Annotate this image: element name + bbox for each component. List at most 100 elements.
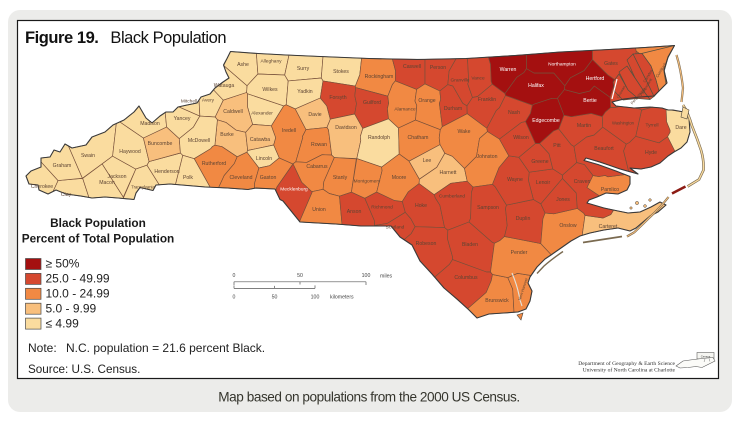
svg-text:Vance: Vance xyxy=(471,76,485,82)
svg-text:Madison: Madison xyxy=(140,121,160,127)
svg-text:Union: Union xyxy=(312,207,326,213)
svg-text:Northampton: Northampton xyxy=(548,62,576,68)
svg-text:Cumberland: Cumberland xyxy=(439,194,465,200)
svg-text:Cherokee: Cherokee xyxy=(31,184,53,190)
svg-text:Department of Geography & Eart: Department of Geography & Earth Science xyxy=(578,360,675,367)
svg-text:Moore: Moore xyxy=(392,175,407,181)
svg-text:Lenoir: Lenoir xyxy=(536,180,551,186)
svg-text:Camden: Camden xyxy=(643,69,654,83)
svg-text:Ashe: Ashe xyxy=(237,62,249,68)
svg-text:25.0 - 49.99: 25.0 - 49.99 xyxy=(46,272,110,286)
svg-text:Granville: Granville xyxy=(451,78,470,84)
svg-text:Hoke: Hoke xyxy=(415,203,427,209)
svg-text:New Hanover: New Hanover xyxy=(518,277,529,301)
svg-text:Gates: Gates xyxy=(604,61,618,67)
svg-text:Pender: Pender xyxy=(511,250,528,256)
svg-text:Jackson: Jackson xyxy=(108,174,127,180)
svg-text:Catawba: Catawba xyxy=(250,137,270,143)
svg-text:Rutherford: Rutherford xyxy=(202,161,226,167)
svg-text:Cabarrus: Cabarrus xyxy=(306,164,328,170)
svg-text:Henderson: Henderson xyxy=(154,169,179,175)
svg-text:Caldwell: Caldwell xyxy=(223,109,243,115)
svg-text:Rockingham: Rockingham xyxy=(365,74,394,80)
svg-text:Sampson: Sampson xyxy=(477,205,499,211)
svg-text:Beaufort: Beaufort xyxy=(594,146,614,152)
svg-text:0: 0 xyxy=(233,295,236,301)
svg-text:kilometers: kilometers xyxy=(330,295,354,301)
svg-text:5.0 - 9.99: 5.0 - 9.99 xyxy=(46,301,97,315)
svg-text:Alexander: Alexander xyxy=(251,111,273,117)
svg-text:Robeson: Robeson xyxy=(416,241,437,247)
svg-text:Wake: Wake xyxy=(458,129,471,135)
svg-text:Alleghany: Alleghany xyxy=(260,59,282,65)
svg-text:Surry: Surry xyxy=(297,66,310,72)
svg-text:Richmond: Richmond xyxy=(371,205,393,211)
svg-text:Guilford: Guilford xyxy=(363,100,381,106)
svg-text:Halifax: Halifax xyxy=(528,83,544,89)
svg-text:Wayne: Wayne xyxy=(507,177,523,183)
svg-text:Note: N.C. population = 21.6: Note: N.C. population = 21.6 percent Bla… xyxy=(28,341,265,355)
svg-text:Washington: Washington xyxy=(612,121,635,126)
svg-text:Durham: Durham xyxy=(444,106,462,112)
svg-text:Harnett: Harnett xyxy=(440,170,457,176)
svg-text:Wilson: Wilson xyxy=(513,135,529,141)
svg-text:Dare: Dare xyxy=(675,125,686,131)
svg-text:100: 100 xyxy=(362,273,371,279)
svg-text:Davie: Davie xyxy=(308,112,321,118)
svg-text:Buncombe: Buncombe xyxy=(148,141,173,147)
svg-text:Census: Census xyxy=(701,355,711,359)
svg-text:McDowell: McDowell xyxy=(188,138,210,144)
svg-text:Swain: Swain xyxy=(81,153,95,159)
svg-text:Greene: Greene xyxy=(531,159,548,165)
svg-text:Watauga: Watauga xyxy=(214,83,235,89)
svg-text:Black Population: Black Population xyxy=(50,216,146,230)
svg-text:Pamlico: Pamlico xyxy=(601,187,619,193)
svg-text:Stanly: Stanly xyxy=(333,175,348,181)
svg-text:Person: Person xyxy=(430,65,446,71)
svg-text:Map based on populations from: Map based on populations from the 2000 U… xyxy=(218,390,519,405)
svg-text:Bertie: Bertie xyxy=(583,98,597,104)
svg-text:Lee: Lee xyxy=(423,158,432,164)
svg-text:Transylvania: Transylvania xyxy=(131,185,155,190)
svg-text:Duplin: Duplin xyxy=(516,216,531,222)
svg-text:Percent of Total Population: Percent of Total Population xyxy=(22,232,175,246)
svg-text:Gaston: Gaston xyxy=(260,175,277,181)
svg-text:Mitchell: Mitchell xyxy=(181,99,197,105)
svg-text:Mecklenburg: Mecklenburg xyxy=(280,187,308,193)
svg-text:Yadkin: Yadkin xyxy=(297,89,313,95)
svg-text:Chatham: Chatham xyxy=(408,135,429,141)
svg-text:Edgecombe: Edgecombe xyxy=(532,118,560,124)
svg-text:Randolph: Randolph xyxy=(368,135,390,141)
svg-text:Franklin: Franklin xyxy=(478,97,496,103)
svg-text:≥ 50%: ≥ 50% xyxy=(46,257,80,271)
svg-text:≤ 4.99: ≤ 4.99 xyxy=(46,316,80,330)
svg-text:Chowan: Chowan xyxy=(616,85,626,99)
svg-text:Wilkes: Wilkes xyxy=(262,87,278,93)
svg-text:Rowan: Rowan xyxy=(311,142,327,148)
svg-text:Lincoln: Lincoln xyxy=(256,156,272,162)
svg-text:Hyde: Hyde xyxy=(645,150,657,156)
svg-text:Davidson: Davidson xyxy=(335,125,357,131)
svg-text:Graham: Graham xyxy=(53,163,72,169)
svg-text:Orange: Orange xyxy=(418,98,435,104)
svg-text:Figure 19. Black Population: Figure 19. Black Population xyxy=(25,29,226,47)
svg-text:Forsyth: Forsyth xyxy=(329,95,346,101)
svg-text:0: 0 xyxy=(233,273,236,279)
svg-text:Burke: Burke xyxy=(220,132,234,138)
svg-text:50: 50 xyxy=(297,273,303,279)
svg-text:Martin: Martin xyxy=(577,123,591,129)
svg-text:Carteret: Carteret xyxy=(599,224,618,230)
svg-text:Source: U.S. Census.: Source: U.S. Census. xyxy=(28,363,140,376)
svg-text:Stokes: Stokes xyxy=(333,69,349,75)
svg-text:Montgomery: Montgomery xyxy=(354,179,381,185)
svg-text:Alamance: Alamance xyxy=(394,107,416,113)
svg-text:10.0 - 24.99: 10.0 - 24.99 xyxy=(46,287,110,301)
svg-text:50: 50 xyxy=(272,295,278,301)
svg-text:Tyrrell: Tyrrell xyxy=(645,123,658,129)
svg-text:University of North Carolina a: University of North Carolina at Charlott… xyxy=(583,367,676,374)
svg-text:Yancey: Yancey xyxy=(174,116,191,122)
svg-text:Iredell: Iredell xyxy=(282,128,296,134)
svg-text:Bladen: Bladen xyxy=(462,242,478,248)
svg-text:Columbus: Columbus xyxy=(454,275,478,281)
svg-text:Polk: Polk xyxy=(183,175,193,181)
